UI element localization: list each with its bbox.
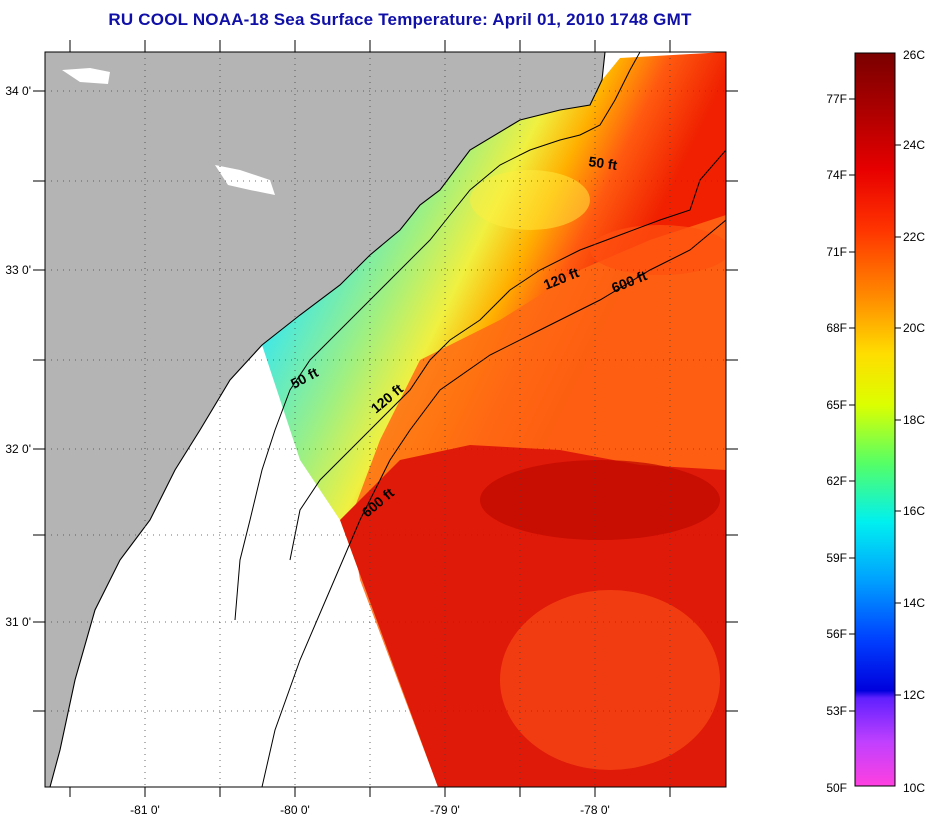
lon-label-81: -81 0' (130, 803, 160, 817)
lat-label-34: 34 0' (5, 84, 31, 98)
colorbar-c-label-24: 24C (903, 138, 925, 152)
colorbar-f-label-53: 53F (826, 704, 847, 718)
colorbar-f-label-59: 59F (826, 551, 847, 565)
lat-label-31: 31 0' (5, 615, 31, 629)
colorbar-gradient (854, 52, 896, 787)
colorbar-f-label-74: 74F (826, 168, 847, 182)
inland-water-patch-2 (62, 68, 110, 84)
colorbar-f-label-77: 77F (826, 92, 847, 106)
colorbar: 77F 74F 71F 68F 65F 62F 59F 56F 53F 50F … (826, 48, 925, 795)
sst-warm-core (480, 460, 720, 540)
sst-warm-patch-north (590, 225, 726, 275)
colorbar-f-label-71: 71F (826, 245, 847, 259)
lon-label-78: -78 0' (580, 803, 610, 817)
sst-eddy (500, 590, 720, 770)
land-mass (45, 52, 605, 787)
sst-cool-patch (470, 170, 590, 230)
colorbar-c-label-18: 18C (903, 413, 925, 427)
colorbar-c-label-12: 12C (903, 688, 925, 702)
contour-label-50ft-north: 50 ft (588, 153, 619, 173)
colorbar-f-label-62: 62F (826, 474, 847, 488)
lat-label-33: 33 0' (5, 263, 31, 277)
colorbar-f-label-56: 56F (826, 627, 847, 641)
axis-ticks (33, 40, 738, 797)
contour-50ft (234, 52, 641, 621)
lat-lon-grid (45, 52, 726, 787)
inland-water-patch (215, 165, 275, 195)
colorbar-c-label-10: 10C (903, 781, 925, 795)
contour-600ft (261, 219, 726, 787)
lat-label-32: 32 0' (5, 442, 31, 456)
contour-120ft (289, 149, 726, 561)
lon-label-80: -80 0' (280, 803, 310, 817)
colorbar-c-label-26: 26C (903, 48, 925, 62)
colorbar-c-label-16: 16C (903, 504, 925, 518)
colorbar-c-label-20: 20C (903, 321, 925, 335)
colorbar-f-label-65: 65F (826, 398, 847, 412)
chart-title: RU COOL NOAA-18 Sea Surface Temperature:… (108, 10, 692, 29)
map-frame (44, 51, 727, 788)
lon-label-79: -79 0' (430, 803, 460, 817)
colorbar-f-label-68: 68F (826, 321, 847, 335)
colorbar-c-label-22: 22C (903, 230, 925, 244)
map-area (45, 52, 726, 787)
colorbar-c-label-14: 14C (903, 596, 925, 610)
colorbar-f-label-50: 50F (826, 781, 847, 795)
coastline (49, 52, 606, 787)
colorbar-ticks (849, 98, 901, 712)
